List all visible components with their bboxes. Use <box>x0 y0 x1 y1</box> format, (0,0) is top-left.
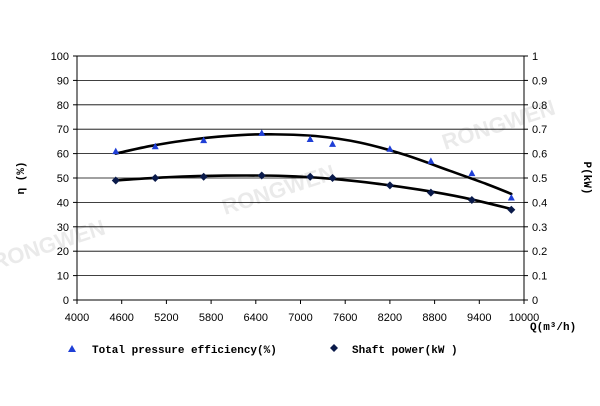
x-tick-label: 10000 <box>509 312 540 324</box>
right-tick-label: 0.3 <box>532 222 547 234</box>
legend-triangle-marker <box>68 345 76 352</box>
left-tick-label: 50 <box>57 173 69 185</box>
x-axis-label: Q(m³/h) <box>530 322 576 334</box>
left-tick-label: 90 <box>57 75 69 87</box>
x-tick-label: 5800 <box>199 312 223 324</box>
right-tick-label: 0.7 <box>532 124 547 136</box>
left-tick-label: 60 <box>57 149 69 161</box>
efficiency-point <box>112 147 120 155</box>
left-tick-label: 20 <box>57 246 69 258</box>
right-tick-label: 0.9 <box>532 75 547 87</box>
efficiency-point <box>427 157 435 164</box>
right-tick-label: 0.6 <box>532 149 547 161</box>
x-tick-label: 5200 <box>154 312 178 324</box>
watermark-2: RONGWEN <box>219 160 338 220</box>
legend: Total pressure efficiency(%) Shaft power… <box>68 344 458 357</box>
x-tick-label: 7600 <box>333 312 357 324</box>
shaft-power-point <box>426 188 435 197</box>
legend-diamond-marker <box>330 344 338 352</box>
watermark-layer: RONGWEN RONGWEN RONGWEN <box>0 95 558 275</box>
shaft-power-point <box>199 172 208 181</box>
left-tick-label: 100 <box>51 51 69 63</box>
x-tick-label: 4000 <box>65 312 89 324</box>
efficiency-point <box>258 129 266 136</box>
left-tick-label: 10 <box>57 271 69 283</box>
left-tick-label: 30 <box>57 222 69 234</box>
x-tick-label: 4600 <box>109 312 133 324</box>
efficiency-point <box>306 135 314 142</box>
x-axis-ticks: 4000 4600 5200 5800 6400 7000 7600 8200 8800 9400… <box>65 300 540 324</box>
legend-label-efficiency: Total pressure efficiency(%) <box>92 345 277 357</box>
right-tick-label: 0.5 <box>532 173 547 185</box>
data-markers <box>111 129 516 214</box>
efficiency-point <box>507 194 515 201</box>
left-tick-label: 80 <box>57 100 69 112</box>
shaft-power-point <box>151 174 160 182</box>
shaft-power-point <box>328 174 337 182</box>
x-tick-label: 8200 <box>378 312 402 324</box>
x-tick-label: 6400 <box>244 312 268 324</box>
shaft-power-point <box>385 181 394 190</box>
efficiency-point <box>468 169 476 177</box>
fit-curve-series-0 <box>114 132 513 196</box>
x-tick-label: 8800 <box>422 312 446 324</box>
left-tick-label: 40 <box>57 197 69 209</box>
x-tick-label: 9400 <box>467 312 491 324</box>
right-tick-label: 0.8 <box>532 100 547 112</box>
right-tick-label: 0.1 <box>532 271 547 283</box>
shaft-power-point <box>111 176 120 185</box>
grid <box>77 80 524 277</box>
right-axis-label: P(kW) <box>580 161 592 194</box>
x-tick-label: 7000 <box>288 312 312 324</box>
left-axis-label: η (%) <box>16 161 28 194</box>
right-tick-label: 0.2 <box>532 246 547 258</box>
efficiency-point <box>151 142 159 150</box>
efficiency-point <box>386 145 394 152</box>
shaft-power-point <box>257 171 266 180</box>
right-tick-label: 1 <box>532 51 538 63</box>
left-tick-label: 70 <box>57 124 69 136</box>
efficiency-point <box>329 140 337 147</box>
right-axis-ticks: 0 0.1 0.2 0.3 0.4 0.5 0.6 0.7 0.8 0.9 1 <box>524 51 547 307</box>
left-axis-ticks: 0 10 20 30 40 50 60 70 80 90 100 <box>51 51 77 307</box>
right-tick-label: 0 <box>532 295 538 307</box>
shaft-power-point <box>467 195 476 204</box>
legend-label-shaft-power: Shaft power(kW ) <box>352 345 458 357</box>
left-tick-label: 0 <box>63 295 69 307</box>
shaft-power-point <box>507 205 516 214</box>
shaft-power-point <box>306 172 315 181</box>
watermark-1: RONGWEN <box>0 215 108 275</box>
right-tick-label: 0.4 <box>532 197 547 209</box>
efficiency-point <box>200 136 208 144</box>
